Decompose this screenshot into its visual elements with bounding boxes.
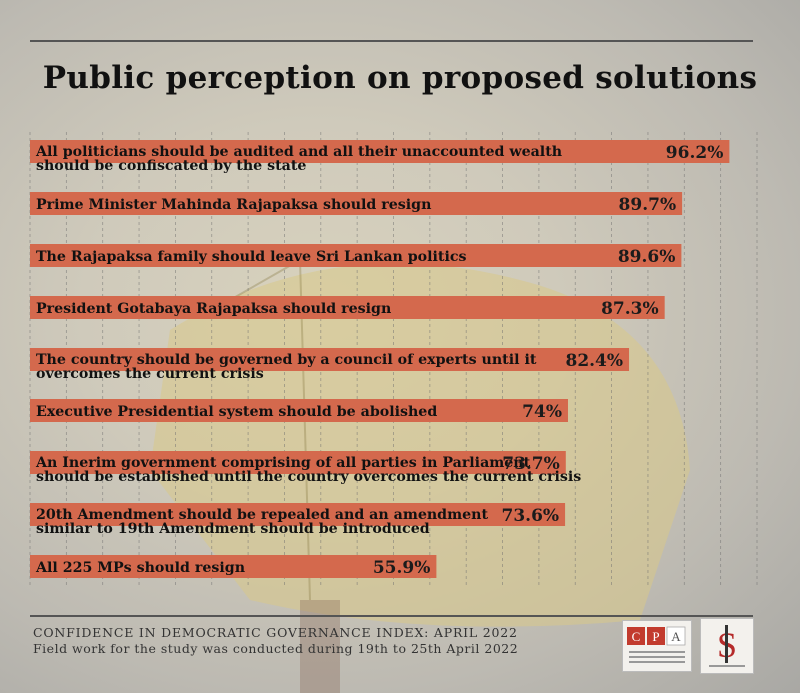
category-label-8-line-2: similar to 19th Amendment should be intr… [36, 521, 430, 537]
bar-4 [30, 296, 665, 319]
bar-8 [30, 503, 566, 526]
category-label-5-line-1: The country should be governed by a coun… [36, 352, 537, 368]
top-rule [30, 40, 753, 42]
category-label-1-line-1: All politicians should be audited and al… [35, 144, 562, 160]
bar-2 [30, 192, 683, 215]
value-label-1: 96.2% [666, 143, 724, 163]
category-label-8-line-1: 20th Amendment should be repealed and an… [36, 507, 488, 523]
category-label-5-line-2: overcomes the current crisis [36, 366, 264, 382]
fieldwork-note: Field work for the study was conducted d… [33, 641, 519, 656]
value-label-4: 87.3% [601, 299, 659, 319]
bar-6 [30, 399, 568, 422]
bar-7 [30, 451, 566, 474]
value-label-5: 82.4% [565, 351, 623, 371]
svg-text:P: P [652, 629, 659, 644]
value-label-8: 73.6% [502, 506, 560, 526]
value-label-2: 89.7% [619, 195, 677, 215]
value-label-7: 73.7% [502, 454, 560, 474]
value-label-6: 74% [522, 402, 562, 422]
category-label-1-line-2: should be confiscated by the state [36, 158, 306, 174]
bar-1 [30, 140, 730, 163]
cpa-logo: C P A [622, 620, 692, 672]
category-label-7-line-2: should be established until the country … [36, 469, 581, 485]
category-label-9: All 225 MPs should resign [35, 560, 245, 576]
category-label-3: The Rajapaksa family should leave Sri La… [36, 249, 467, 265]
category-label-2: Prime Minister Mahinda Rajapaksa should … [36, 197, 431, 213]
category-label-7-line-1: An Inerim government comprising of all p… [35, 455, 531, 471]
bar-9 [30, 555, 437, 578]
value-label-9: 55.9% [373, 558, 431, 578]
svg-text:C: C [632, 629, 641, 644]
category-label-6: Executive Presidential system should be … [36, 404, 437, 420]
svg-text:A: A [671, 629, 681, 644]
bottom-rule [30, 615, 753, 617]
value-label-3: 89.6% [618, 247, 676, 267]
bar-5 [30, 348, 630, 371]
chart-title: Public perception on proposed solutions [42, 60, 758, 96]
index-caption: CONFIDENCE IN DEMOCRATIC GOVERNANCE INDE… [33, 625, 518, 640]
bar-3 [30, 244, 682, 267]
ssr-logo: S [700, 618, 754, 674]
category-label-4: President Gotabaya Rajapaksa should resi… [36, 301, 391, 317]
